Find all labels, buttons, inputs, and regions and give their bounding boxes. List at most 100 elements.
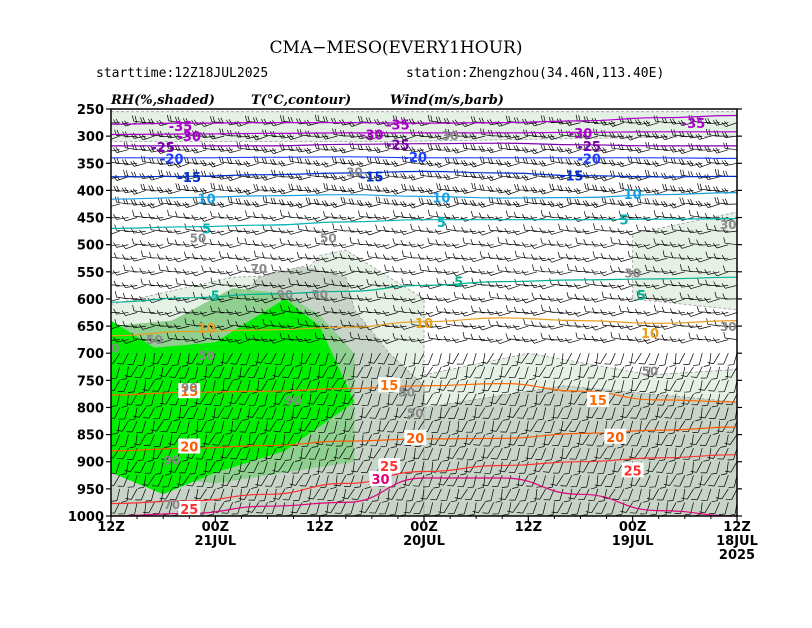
wind-barb [709, 407, 720, 419]
wind-barb [653, 238, 668, 246]
wind-barb [499, 393, 512, 405]
rh-label: 30 [346, 165, 363, 179]
wind-barb [714, 197, 729, 205]
wind-barb [295, 336, 312, 342]
wind-barb [304, 337, 320, 344]
wind-barb [582, 228, 598, 235]
wind-barb [591, 269, 607, 275]
temp-label: -15 [560, 170, 584, 185]
rh-label: 50 [311, 288, 328, 302]
wind-barb [173, 133, 190, 140]
wind-barb [209, 238, 224, 246]
temperature-contours [111, 114, 737, 516]
wind-barb [320, 380, 329, 394]
wind-barb [522, 252, 538, 259]
wind-barb [140, 278, 155, 286]
wind-barb [357, 143, 372, 151]
wind-barb [469, 295, 485, 301]
wind-barb [252, 134, 268, 141]
wind-barb [695, 161, 712, 168]
temp-label: 5 [437, 216, 446, 231]
rh-label: 30 [442, 129, 459, 143]
wind-barb [174, 267, 190, 274]
wind-barb [573, 311, 590, 317]
wind-barb [439, 366, 451, 379]
wind-barb [357, 210, 372, 218]
wind-barb [234, 310, 251, 317]
wind-barb [113, 157, 129, 164]
wind-barb [507, 502, 520, 513]
wind-barb [661, 268, 677, 274]
wind-barb [415, 366, 425, 380]
wind-barb [459, 434, 468, 448]
wind-barb [204, 393, 216, 406]
wind-barb [330, 201, 346, 208]
wind-barb [466, 448, 477, 461]
wind-barb [260, 146, 277, 153]
wind-barb [296, 251, 312, 259]
wind-barb [453, 291, 468, 300]
wind-barb [348, 198, 364, 205]
wind-barb [592, 279, 607, 286]
wind-barb [432, 448, 442, 461]
wind-barb [705, 251, 720, 259]
wind-barb [708, 380, 720, 392]
temp-label-bg [178, 438, 201, 454]
wind-barb [351, 366, 364, 378]
wind-barb [278, 255, 294, 262]
wind-barb [678, 253, 694, 260]
wind-barb [400, 211, 416, 218]
wind-barb [194, 488, 207, 500]
wind-barb [263, 420, 277, 432]
wind-barb [565, 309, 581, 316]
wind-barb [697, 183, 711, 191]
wind-barb [625, 324, 642, 331]
wind-barb [696, 211, 711, 218]
wind-barb [112, 270, 129, 276]
wind-barb [556, 336, 572, 342]
wind-barb [661, 306, 677, 313]
wind-barb [582, 256, 599, 263]
wind-barb [548, 144, 564, 151]
wind-barb [496, 198, 511, 205]
wind-barb [713, 119, 729, 126]
wind-barb [314, 237, 329, 246]
wind-barb [721, 283, 737, 289]
wind-barb [127, 353, 138, 366]
wind-barb [230, 475, 242, 487]
wind-barb [489, 393, 503, 405]
wind-barb [563, 366, 573, 380]
wind-barb [314, 265, 329, 273]
wind-barb [470, 267, 485, 273]
wind-barb [722, 198, 737, 205]
wind-barb [618, 210, 633, 218]
wind-barb [220, 353, 233, 364]
wind-barb [356, 228, 372, 234]
temp-label: -25 [151, 141, 175, 156]
wind-barb [453, 197, 468, 205]
rh-label: 30 [720, 218, 737, 232]
wind-barb [443, 335, 459, 342]
wind-barb [517, 407, 529, 419]
y-tick-label: 600 [77, 293, 104, 308]
wind-barb [168, 434, 181, 446]
wind-barb [435, 211, 451, 218]
wind-barb [368, 353, 381, 364]
wind-barb [174, 239, 190, 246]
wind-barb [673, 475, 686, 487]
wind-barb [203, 366, 216, 378]
x-tick-label: 12Z [515, 520, 543, 535]
wind-barb [488, 319, 503, 327]
wind-barb [382, 244, 399, 250]
wind-barb [313, 227, 329, 233]
plot-area: -35 -35 -35-30 -30 -30-25 -25 -25-20 -20 -20-15-… [111, 109, 737, 516]
wind-barb [365, 335, 381, 342]
wind-barb [339, 147, 355, 154]
wind-barb [527, 407, 538, 420]
wind-barb [349, 265, 364, 273]
wind-barb [286, 133, 303, 140]
wind-barb [127, 475, 138, 488]
wind-barb [375, 224, 390, 232]
wind-barb [111, 285, 112, 286]
wind-barb [330, 269, 346, 275]
